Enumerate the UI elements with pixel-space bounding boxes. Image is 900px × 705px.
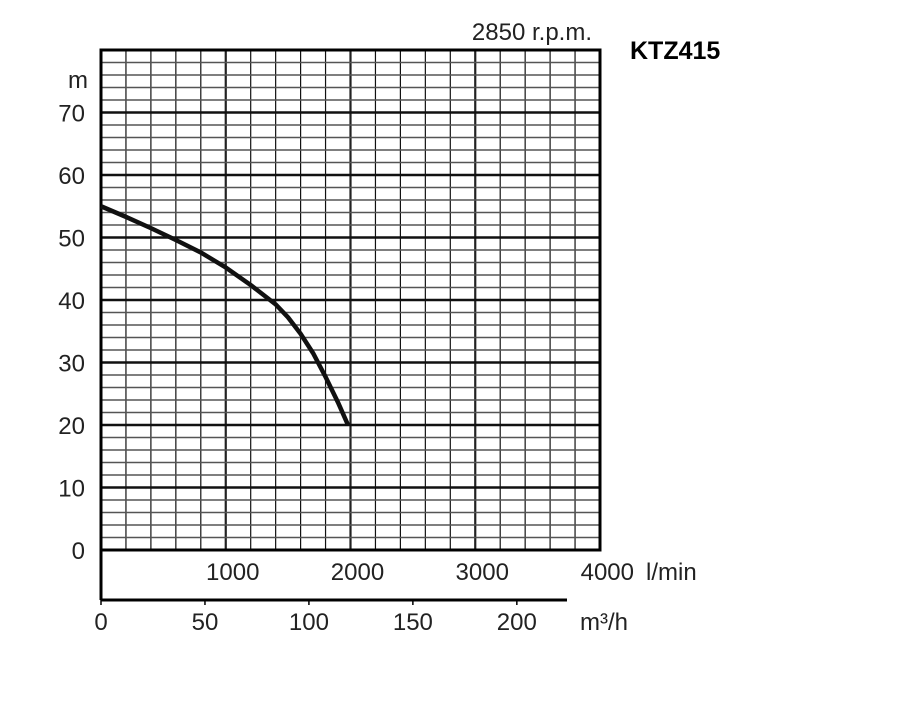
x-tick-label: 3000	[456, 559, 509, 586]
x2-tick-label: 100	[289, 609, 329, 636]
x2-tick-label: 150	[393, 609, 433, 636]
y-tick-label: 30	[58, 351, 85, 378]
y-tick-label: 60	[58, 163, 85, 190]
series-line-ktz415	[100, 204, 351, 426]
x-tick-label: 2000	[331, 559, 384, 586]
x-tick-label: 4000	[581, 559, 634, 586]
x-tick-label: 1000	[206, 559, 259, 586]
x-axis-label: l/min	[646, 559, 697, 586]
x2-tick-label: 200	[497, 609, 537, 636]
x2-tick-label: 50	[192, 609, 219, 636]
chart-title: KTZ415	[630, 37, 720, 65]
y-tick-label: 40	[58, 288, 85, 315]
y-tick-label: 20	[58, 413, 85, 440]
y-tick-label: 0	[72, 538, 85, 565]
y-tick-label: 50	[58, 226, 85, 253]
plot-frame	[99, 48, 602, 552]
y-tick-label: 10	[58, 476, 85, 503]
chart-subtitle: 2850 r.p.m.	[472, 19, 592, 46]
y-tick-label: 70	[58, 101, 85, 128]
x2-tick-label: 0	[94, 609, 107, 636]
x2-axis-label: m³/h	[580, 609, 628, 636]
y-axis-label: m	[68, 67, 88, 94]
